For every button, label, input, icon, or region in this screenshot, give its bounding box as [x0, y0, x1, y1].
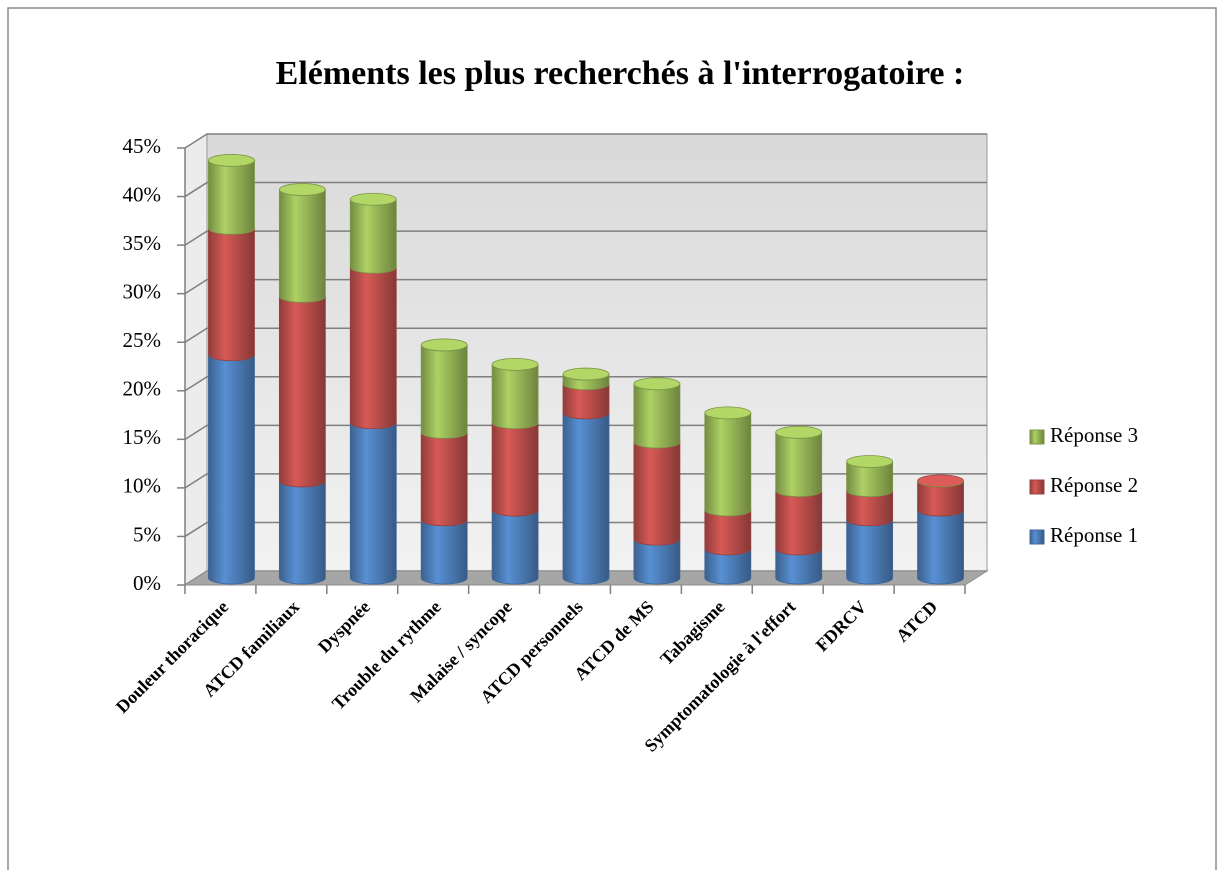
y-tick-label: 10%	[123, 474, 162, 498]
bar-top	[491, 357, 539, 371]
bar-segment	[349, 199, 397, 274]
y-tick-label: 45%	[123, 134, 162, 158]
bar-top	[349, 192, 397, 206]
bar-segment	[278, 296, 326, 488]
bar-segment	[420, 432, 468, 527]
legend-label: Réponse 1	[1050, 523, 1138, 547]
grid-line	[184, 278, 987, 295]
bar-segment	[491, 364, 539, 430]
bar-segment	[208, 354, 255, 585]
grid-line	[184, 181, 987, 198]
bar-segment	[775, 432, 823, 497]
y-tick-label: 30%	[123, 279, 162, 303]
bar-segment	[704, 412, 752, 517]
legend-swatch	[1029, 529, 1045, 545]
legend-label: Réponse 3	[1050, 423, 1138, 447]
bar-top	[775, 425, 823, 439]
bar-top	[208, 154, 255, 167]
y-tick-label: 40%	[123, 182, 162, 206]
bar-segment	[420, 344, 468, 439]
bar-segment	[278, 480, 326, 585]
bar-segment	[917, 480, 964, 488]
bar-segment	[491, 422, 539, 517]
side-wall	[184, 133, 208, 586]
bar-segment	[846, 519, 894, 585]
bar-top	[278, 183, 326, 196]
bar-segment	[208, 160, 255, 235]
bar-segment	[278, 189, 326, 303]
y-tick-label: 20%	[123, 377, 162, 401]
bar-segment	[208, 228, 255, 362]
bar-top	[704, 406, 752, 420]
grid-line	[184, 376, 987, 392]
grid-line	[184, 230, 987, 246]
bar-segment	[562, 412, 610, 585]
bar-segment	[420, 519, 468, 585]
bar-segment	[704, 509, 752, 556]
bar-top	[633, 377, 681, 391]
bar-segment	[491, 509, 539, 585]
bar-segment	[349, 267, 397, 430]
legend-swatch	[1029, 429, 1045, 445]
legend-label: Réponse 2	[1050, 473, 1138, 497]
y-tick-label: 25%	[123, 328, 162, 352]
bar-segment	[633, 441, 681, 546]
y-tick-label: 0%	[133, 571, 161, 595]
chart-title: Eléments les plus recherchés à l'interro…	[276, 55, 965, 92]
y-tick-label: 15%	[123, 425, 162, 449]
y-tick-label: 35%	[123, 231, 162, 255]
bar-top	[562, 367, 610, 381]
bar-segment	[775, 490, 823, 556]
bar-top	[846, 455, 894, 468]
grid-line	[184, 327, 987, 343]
legend-swatch	[1029, 479, 1045, 495]
grid-line	[184, 133, 987, 149]
bar-segment	[917, 509, 964, 585]
bar-segment	[633, 539, 681, 585]
bar-segment	[349, 422, 397, 585]
y-tick-label: 5%	[133, 522, 161, 546]
bar-top	[420, 338, 468, 352]
bar-segment	[633, 383, 681, 449]
